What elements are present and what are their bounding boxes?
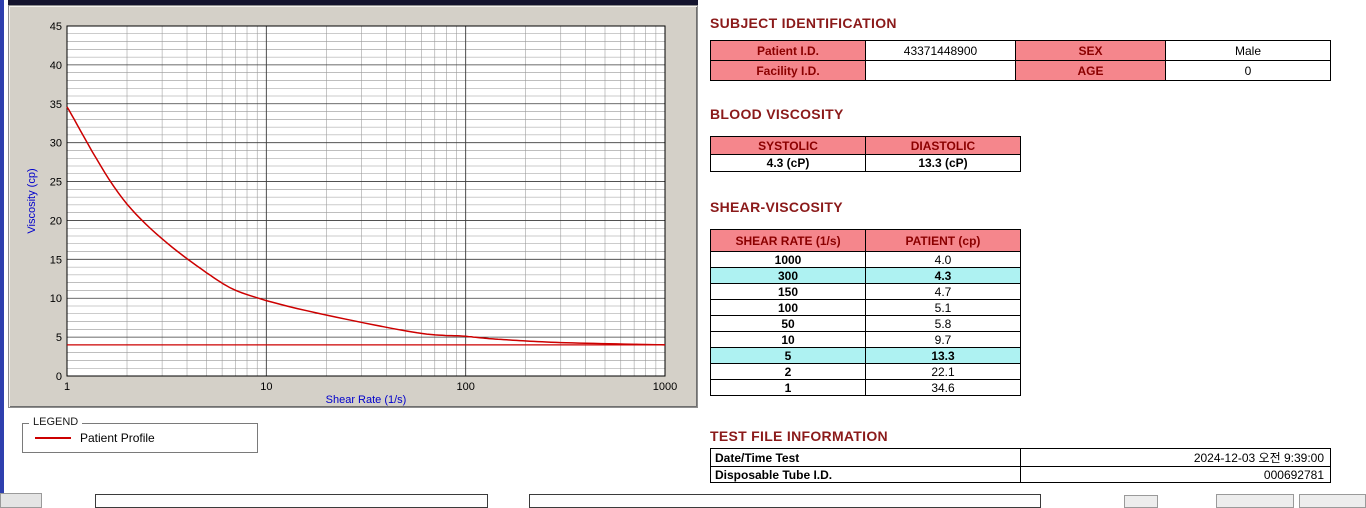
patient-cp-value: 22.1	[865, 363, 1021, 380]
svg-text:100: 100	[456, 381, 474, 393]
shear-row: 100 5.1	[710, 299, 1021, 316]
test-file-row: Date/Time Test 2024-12-03 오전 9:39:00	[710, 448, 1331, 467]
blood-viscosity-value-row: 4.3 (cP) 13.3 (cP)	[710, 154, 1021, 172]
svg-text:1000: 1000	[653, 381, 677, 393]
svg-text:20: 20	[50, 215, 62, 227]
shear-row: 2 22.1	[710, 363, 1021, 380]
patient-cp-value: 9.7	[865, 331, 1021, 348]
diastolic-header: DIASTOLIC	[865, 136, 1021, 155]
subject-identification-table: Patient I.D. 43371448900 SEX Male Facili…	[710, 40, 1331, 81]
legend-title: LEGEND	[29, 416, 83, 428]
svg-text:Shear Rate (1/s): Shear Rate (1/s)	[326, 394, 407, 406]
patient-cp-header: PATIENT (cp)	[865, 229, 1021, 252]
test-file-information-table: Date/Time Test 2024-12-03 오전 9:39:00 Dis…	[710, 448, 1331, 483]
shear-rate-value: 50	[710, 315, 866, 332]
sex-value: Male	[1165, 40, 1331, 61]
blood-viscosity-header-row: SYSTOLIC DIASTOLIC	[710, 136, 1021, 155]
shear-rate-header: SHEAR RATE (1/s)	[710, 229, 866, 252]
viscosity-chart: 0 5 10 15 20 25 30 35 40 45 1 10 100 1000 Shear Rate (…	[26, 21, 677, 406]
facility-id-value	[865, 60, 1016, 81]
bottom-ui-fragment-box	[1299, 494, 1366, 508]
patient-cp-value: 5.1	[865, 299, 1021, 316]
legend-series-label: Patient Profile	[80, 431, 155, 445]
diastolic-value: 13.3 (cP)	[865, 154, 1021, 172]
patient-cp-value: 4.0	[865, 251, 1021, 268]
bottom-ui-fragment-box	[1124, 495, 1158, 508]
svg-text:5: 5	[56, 332, 62, 344]
systolic-value: 4.3 (cP)	[710, 154, 866, 172]
test-file-row: Disposable Tube I.D. 000692781	[710, 466, 1331, 483]
bottom-ui-fragment-box	[95, 494, 488, 508]
shear-row: 150 4.7	[710, 283, 1021, 300]
shear-rate-value: 2	[710, 363, 866, 380]
patient-id-value: 43371448900	[865, 40, 1016, 61]
svg-text:10: 10	[260, 381, 272, 393]
bottom-ui-fragment-box	[529, 494, 1041, 508]
shear-row: 50 5.8	[710, 315, 1021, 332]
shear-rate-value: 100	[710, 299, 866, 316]
legend-line-sample	[35, 437, 71, 439]
shear-viscosity-title: SHEAR-VISCOSITY	[710, 199, 843, 215]
svg-text:10: 10	[50, 293, 62, 305]
age-value: 0	[1165, 60, 1331, 81]
window-top-edge	[8, 0, 698, 5]
shear-viscosity-table: SHEAR RATE (1/s) PATIENT (cp) 1000 4.0 3…	[710, 229, 1021, 396]
shear-row: 1000 4.0	[710, 251, 1021, 268]
shear-row: 10 9.7	[710, 331, 1021, 348]
shear-rate-value: 1	[710, 379, 866, 396]
svg-text:35: 35	[50, 99, 62, 111]
facility-id-label: Facility I.D.	[710, 60, 866, 81]
shear-rate-value: 150	[710, 283, 866, 300]
shear-viscosity-header-row: SHEAR RATE (1/s) PATIENT (cp)	[710, 229, 1021, 252]
patient-cp-value: 4.3	[865, 267, 1021, 284]
svg-text:40: 40	[50, 60, 62, 72]
svg-text:45: 45	[50, 21, 62, 33]
disposable-tube-id-label: Disposable Tube I.D.	[710, 466, 1021, 483]
disposable-tube-id-value: 000692781	[1020, 466, 1331, 483]
sex-label: SEX	[1015, 40, 1166, 61]
shear-rate-value: 1000	[710, 251, 866, 268]
chart-legend: LEGEND Patient Profile	[22, 416, 258, 453]
viscosity-chart-panel: 0 5 10 15 20 25 30 35 40 45 1 10 100 1000 Shear Rate (…	[8, 5, 698, 408]
bottom-ui-fragment-button[interactable]	[0, 493, 42, 508]
blood-viscosity-table: SYSTOLIC DIASTOLIC 4.3 (cP) 13.3 (cP)	[710, 136, 1021, 172]
patient-cp-value: 4.7	[865, 283, 1021, 300]
svg-text:0: 0	[56, 371, 62, 383]
blood-viscosity-title: BLOOD VISCOSITY	[710, 106, 844, 122]
date-time-test-label: Date/Time Test	[710, 448, 1021, 467]
svg-text:25: 25	[50, 177, 62, 189]
shear-row: 1 34.6	[710, 379, 1021, 396]
patient-cp-value: 34.6	[865, 379, 1021, 396]
patient-cp-value: 5.8	[865, 315, 1021, 332]
bottom-ui-fragment-box	[1216, 494, 1294, 508]
svg-text:30: 30	[50, 138, 62, 150]
svg-text:Viscosity (cp): Viscosity (cp)	[26, 168, 38, 233]
shear-rate-value: 300	[710, 267, 866, 284]
window-left-edge	[0, 0, 4, 508]
date-time-test-value: 2024-12-03 오전 9:39:00	[1020, 448, 1331, 467]
svg-text:15: 15	[50, 254, 62, 266]
systolic-header: SYSTOLIC	[710, 136, 866, 155]
svg-text:1: 1	[64, 381, 70, 393]
subject-row: Patient I.D. 43371448900 SEX Male	[710, 40, 1331, 61]
patient-id-label: Patient I.D.	[710, 40, 866, 61]
age-label: AGE	[1015, 60, 1166, 81]
shear-rate-value: 10	[710, 331, 866, 348]
shear-rate-value: 5	[710, 347, 866, 364]
subject-identification-title: SUBJECT IDENTIFICATION	[710, 15, 897, 31]
test-file-information-title: TEST FILE INFORMATION	[710, 428, 888, 444]
shear-row: 300 4.3	[710, 267, 1021, 284]
subject-row: Facility I.D. AGE 0	[710, 60, 1331, 81]
patient-cp-value: 13.3	[865, 347, 1021, 364]
shear-row: 5 13.3	[710, 347, 1021, 364]
